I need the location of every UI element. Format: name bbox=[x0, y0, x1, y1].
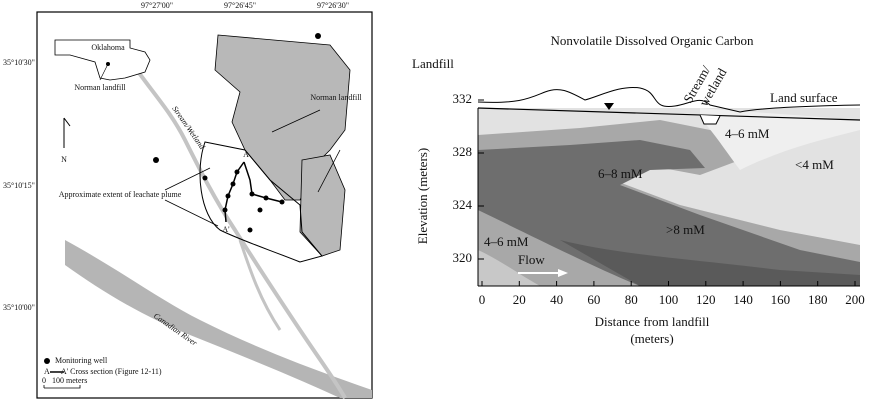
zone-label: <4 mM bbox=[795, 157, 834, 172]
x-tick-label: 120 bbox=[696, 292, 716, 307]
well bbox=[315, 33, 321, 39]
flow-label: Flow bbox=[518, 252, 545, 267]
well bbox=[280, 200, 285, 205]
legend-well-symbol bbox=[44, 358, 50, 364]
lat-label: 35°10'30" bbox=[3, 58, 35, 67]
y-tick-label: 320 bbox=[453, 250, 473, 265]
well bbox=[203, 176, 208, 181]
well bbox=[153, 157, 159, 163]
landfill-label: Norman landfill bbox=[310, 93, 362, 102]
x-tick-label: 200 bbox=[845, 292, 865, 307]
x-axis-label: (meters) bbox=[630, 331, 673, 346]
cross-section: Nonvolatile Dissolved Organic Carbon Lan… bbox=[412, 33, 869, 346]
well bbox=[258, 208, 263, 213]
x-tick-label: 80 bbox=[625, 292, 638, 307]
zone-label: 4–6 mM bbox=[484, 234, 529, 249]
scale-zero: 0 bbox=[42, 376, 46, 385]
well bbox=[223, 208, 228, 213]
legend-well: Monitoring well bbox=[55, 356, 108, 365]
zone-label: >8 mM bbox=[666, 222, 705, 237]
section-title: Nonvolatile Dissolved Organic Carbon bbox=[550, 33, 754, 48]
y-tick-label: 328 bbox=[453, 144, 473, 159]
scale-length: 100 meters bbox=[52, 376, 87, 385]
lon-label: 97°27'00" bbox=[141, 1, 173, 10]
well bbox=[250, 192, 255, 197]
map: 97°27'00" 97°26'45" 97°26'30" 35°10'30" … bbox=[3, 1, 372, 398]
well bbox=[235, 170, 240, 175]
lat-label: 35°10'00" bbox=[3, 303, 35, 312]
y-tick-label: 332 bbox=[453, 91, 473, 106]
x-tick-label: 160 bbox=[771, 292, 791, 307]
lon-label: 97°26'45" bbox=[224, 1, 256, 10]
x-tick-label: 60 bbox=[587, 292, 600, 307]
x-axis-label: Distance from landfill bbox=[595, 314, 710, 329]
well bbox=[226, 194, 231, 199]
well bbox=[264, 196, 269, 201]
land-surface-label: Land surface bbox=[770, 90, 838, 105]
zone-label: 6–8 mM bbox=[598, 166, 643, 181]
inset-state-label: Oklahoma bbox=[91, 43, 125, 52]
legend-section: A — A' Cross section (Figure 12-11) bbox=[44, 367, 162, 376]
plume-label: Approximate extent of leachate plume bbox=[59, 190, 182, 199]
section-end: A' bbox=[222, 225, 230, 234]
landfill-label: Landfill bbox=[412, 56, 454, 71]
zone-label: 4–6 mM bbox=[725, 126, 770, 141]
north-label: N bbox=[61, 155, 67, 164]
lon-label: 97°26'30" bbox=[317, 1, 349, 10]
well bbox=[231, 182, 236, 187]
x-tick-label: 40 bbox=[550, 292, 563, 307]
y-tick-label: 324 bbox=[453, 197, 473, 212]
x-tick-label: 100 bbox=[659, 292, 679, 307]
x-tick-label: 180 bbox=[808, 292, 828, 307]
x-tick-label: 20 bbox=[513, 292, 526, 307]
y-axis-label: Elevation (meters) bbox=[415, 148, 430, 244]
lat-label: 35°10'15" bbox=[3, 181, 35, 190]
section-start: A bbox=[243, 150, 249, 159]
well bbox=[248, 228, 253, 233]
x-tick-label: 140 bbox=[733, 292, 753, 307]
figure: 97°27'00" 97°26'45" 97°26'30" 35°10'30" … bbox=[0, 0, 869, 403]
x-tick-label: 0 bbox=[479, 292, 486, 307]
stream-channel bbox=[700, 115, 720, 124]
inset-site-label: Norman landfill bbox=[74, 83, 126, 92]
